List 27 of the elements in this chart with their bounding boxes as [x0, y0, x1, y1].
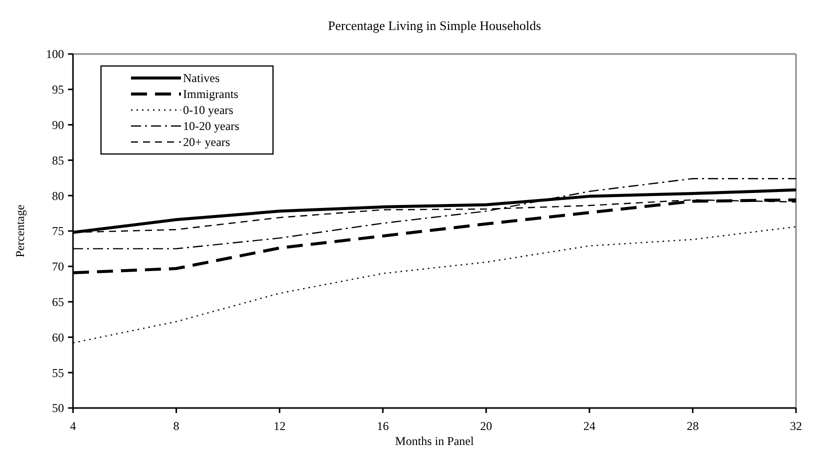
x-tick-label: 28: [686, 419, 699, 433]
y-tick-label: 100: [46, 47, 64, 62]
legend-label: Natives: [183, 71, 220, 86]
y-tick-label: 50: [52, 401, 64, 416]
x-tick-label: 12: [274, 419, 286, 433]
chart-title: Percentage Living in Simple Households: [328, 18, 542, 33]
y-tick-label: 85: [52, 153, 64, 168]
y-tick-label: 90: [52, 118, 64, 132]
x-tick-label: 16: [376, 419, 389, 433]
y-tick-label: 65: [52, 295, 64, 309]
x-tick-label: 24: [583, 419, 596, 433]
legend-label: 10-20 years: [183, 119, 240, 134]
y-tick-label: 95: [52, 82, 64, 97]
x-tick-label: 4: [70, 419, 76, 433]
y-tick-label: 75: [52, 224, 64, 238]
y-tick-label: 70: [52, 260, 64, 274]
legend-label: Immigrants: [183, 87, 239, 102]
legend-label: 0-10 years: [183, 103, 234, 118]
y-tick-label: 55: [52, 366, 64, 380]
x-tick-label: 8: [173, 419, 180, 433]
x-axis-title: Months in Panel: [395, 434, 474, 448]
y-tick-label: 60: [52, 330, 64, 344]
y-axis-title: Percentage: [13, 204, 27, 258]
x-tick-label: 20: [480, 419, 492, 433]
y-tick-label: 80: [52, 188, 64, 203]
legend-label: 20+ years: [183, 135, 230, 150]
x-tick-label: 32: [790, 419, 802, 433]
